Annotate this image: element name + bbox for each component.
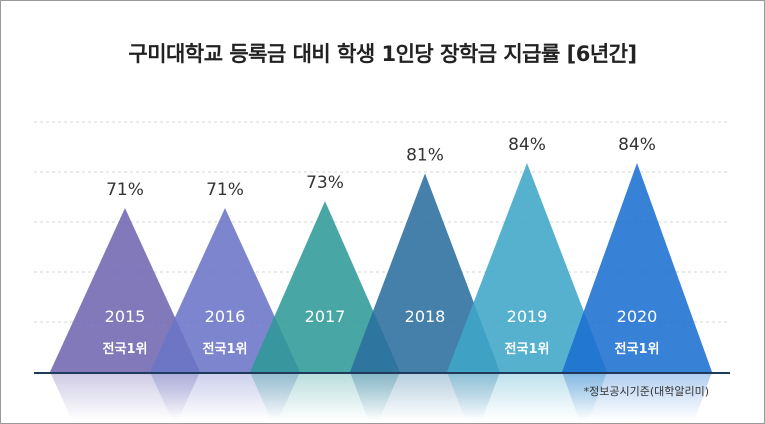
category-label-2015: 2015 — [105, 307, 146, 326]
bar-2016 — [150, 208, 300, 372]
chart-title: 구미대학교 등록금 대비 학생 1인당 장학금 지급률 [6년간] — [128, 42, 637, 66]
bar-2018 — [350, 173, 500, 372]
value-label-2015: 71% — [106, 180, 144, 200]
bar-reflection-2020 — [562, 372, 712, 420]
value-label-2017: 73% — [306, 173, 344, 193]
rank-label-2015: 전국1위 — [103, 341, 148, 357]
value-label-2016: 71% — [206, 180, 244, 200]
bar-2017 — [250, 201, 400, 372]
bar-2019 — [447, 163, 607, 372]
value-label-2018: 81% — [406, 145, 444, 165]
value-label-2020: 84% — [618, 135, 656, 155]
value-label-2019: 84% — [508, 135, 546, 155]
bar-2020 — [562, 163, 712, 372]
rank-label-2019: 전국1위 — [505, 341, 550, 357]
source-footnote: *정보공시기준(대학알리미) — [583, 385, 709, 398]
category-label-2017: 2017 — [305, 307, 346, 326]
bar-2015 — [50, 208, 200, 372]
category-label-2020: 2020 — [617, 307, 658, 326]
rank-label-2016: 전국1위 — [203, 341, 248, 357]
category-label-2019: 2019 — [507, 307, 548, 326]
rank-label-2020: 전국1위 — [615, 341, 660, 357]
category-label-2016: 2016 — [205, 307, 246, 326]
category-label-2018: 2018 — [405, 307, 446, 326]
